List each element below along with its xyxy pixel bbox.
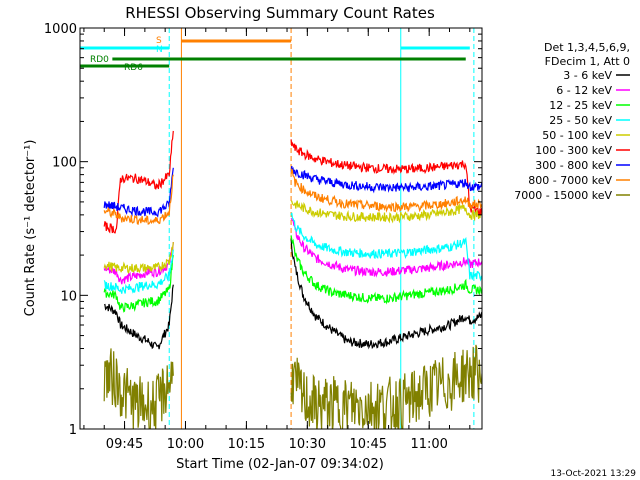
markers-layer [79,28,475,429]
y-tick-label-3: 1000 [44,22,77,37]
status-bar-label-4: RD6 [124,63,143,73]
series-line-8-seg-2 [290,344,482,429]
status-bar-label-1: N [156,45,163,55]
plot-frame [79,27,483,430]
x-tick-label-0: 09:45 [106,437,143,452]
y-tick-label-0: 1 [69,423,77,438]
legend-entry-6: 300 - 800 keV [535,159,612,172]
legend-entry-3: 25 - 50 keV [549,114,612,127]
chart-title: RHESSI Observing Summary Count Rates [125,4,435,22]
series-line-6-seg-2 [290,166,482,194]
footer-date-stamp: 13-Oct-2021 13:29 [551,469,637,479]
legend-header-0: Det 1,3,4,5,6,9, [544,41,630,54]
series-layer [103,130,482,429]
x-tick-label-4: 10:45 [350,437,387,452]
y-tick-label-2: 100 [52,156,77,171]
series-line-5-seg-2 [290,139,482,216]
legend-entry-2: 12 - 25 keV [549,99,612,112]
x-tick-label-5: 11:00 [410,437,447,452]
x-tick-label-3: 10:30 [289,437,326,452]
legend-entry-1: 6 - 12 keV [556,84,612,97]
status-bars-layer: SN RD0 RD6 [80,36,470,73]
series-line-3-seg-1 [103,249,174,294]
series-line-3-seg-2 [290,212,482,282]
y-tick-label-1: 10 [60,289,77,304]
x-axis: 09:45 10:00 10:15 10:30 10:45 11:00 [83,28,471,452]
series-line-4-seg-1 [103,242,174,274]
legend-entry-7: 800 - 7000 keV [528,174,612,187]
x-axis-label: Start Time (02-Jan-07 09:34:02) [176,457,384,472]
series-line-7-seg-1 [103,174,174,226]
legend-entry-5: 100 - 300 keV [535,144,612,157]
series-line-1-seg-2 [290,217,482,278]
series-line-2-seg-2 [290,235,482,305]
x-tick-label-1: 10:00 [167,437,204,452]
status-bar-label-2: RD0 [90,55,109,65]
legend: Det 1,3,4,5,6,9,FDecim 1, Att 03 - 6 keV… [514,41,630,202]
legend-header-1: FDecim 1, Att 0 [545,55,630,68]
x-tick-label-2: 10:15 [228,437,265,452]
legend-entry-4: 50 - 100 keV [542,129,612,142]
series-line-0-seg-2 [290,238,482,350]
legend-entry-8: 7000 - 15000 keV [514,189,612,202]
status-bar-label-0: S [156,36,162,46]
series-line-8-seg-1 [103,348,174,429]
y-axis: 1 10 100 1000 [44,22,482,438]
y-axis-label: Count Rate (s⁻¹ detector⁻¹) [23,140,38,317]
series-line-5-seg-1 [103,130,174,234]
series-line-6-seg-1 [103,167,174,218]
series-line-7-seg-2 [290,168,482,213]
series-line-0-seg-1 [103,284,174,350]
series-line-2-seg-1 [103,254,174,313]
series-line-4-seg-2 [290,200,482,224]
legend-entry-0: 3 - 6 keV [563,69,612,82]
